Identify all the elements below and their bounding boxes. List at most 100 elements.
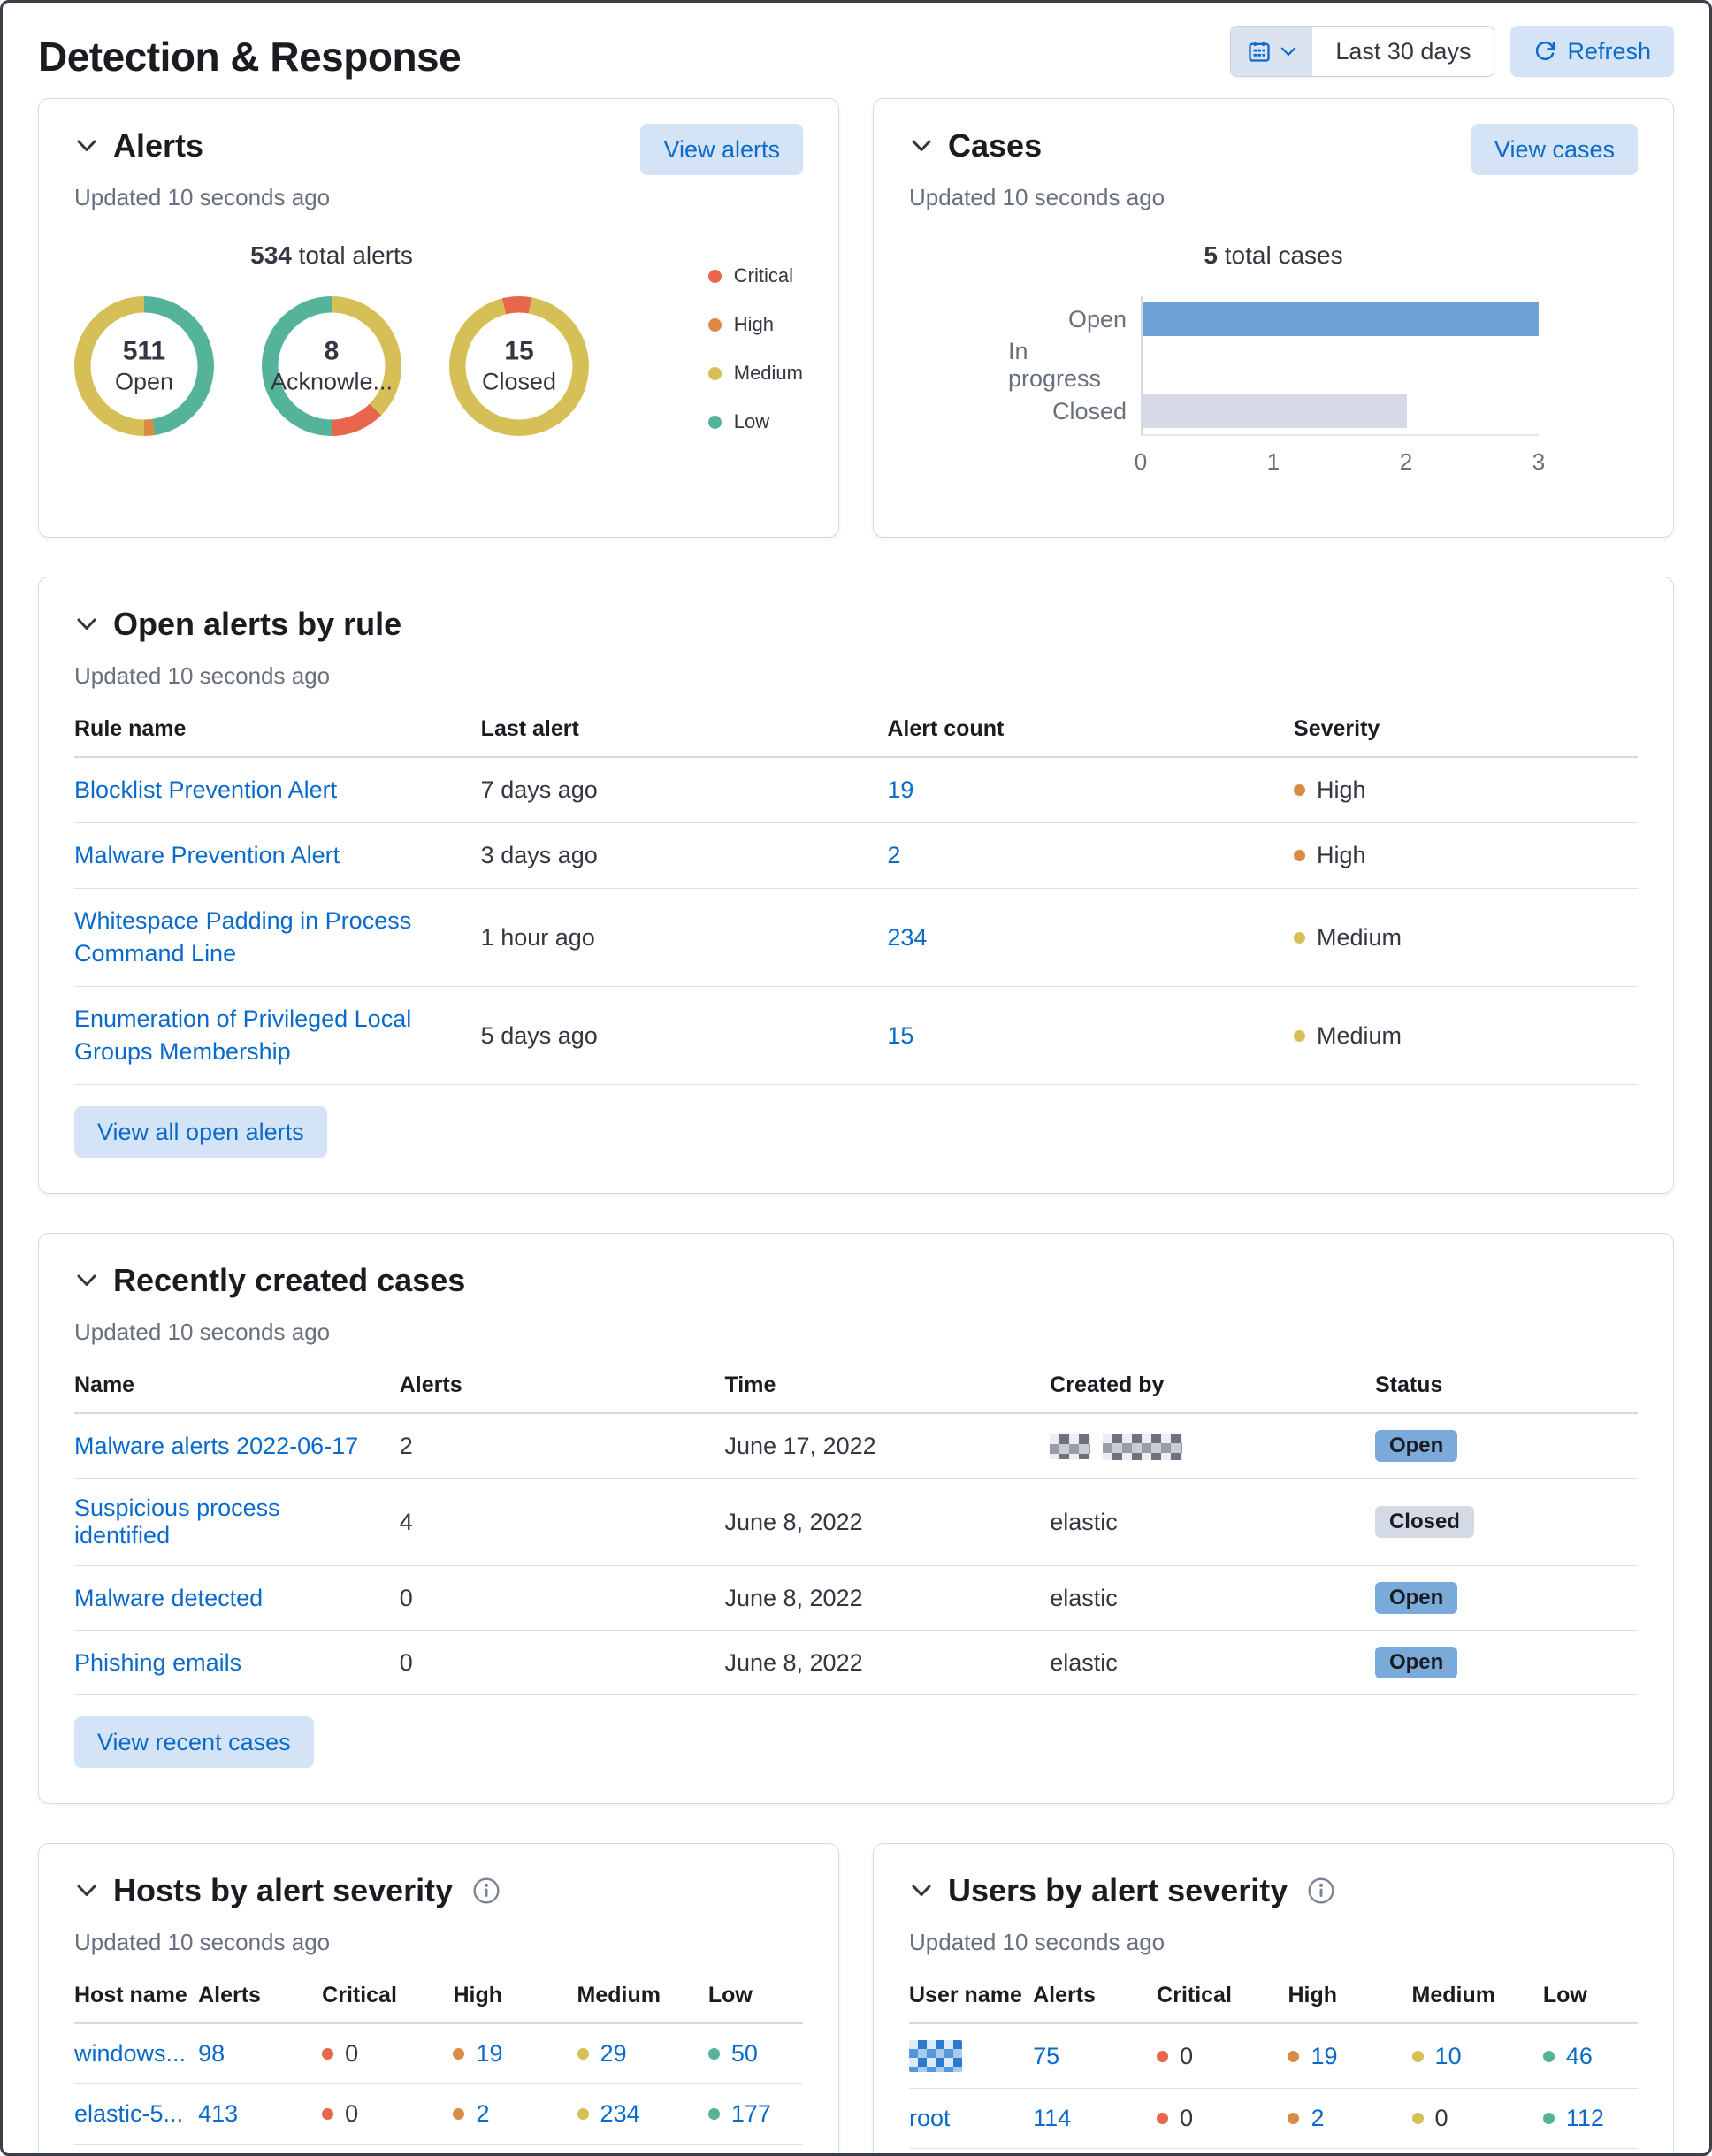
hosts-table-header: Host name Alerts Critical High Medium Lo…	[74, 1983, 803, 2024]
high-count[interactable]: 2	[1311, 2105, 1325, 2131]
case-link[interactable]: Phishing emails	[74, 1648, 242, 1676]
cases-collapse-toggle[interactable]	[909, 137, 934, 155]
critical-count[interactable]: 0	[1180, 2105, 1194, 2131]
user-alerts-link[interactable]: 114	[1033, 2105, 1072, 2131]
col-rule-name[interactable]: Rule name	[74, 716, 187, 741]
donut-open-value: 511	[122, 336, 166, 366]
view-all-open-alerts-button[interactable]: View all open alerts	[74, 1106, 327, 1158]
col-medium[interactable]: Medium	[577, 1983, 661, 2007]
cases-chart: 5 total cases Open In progress Closed	[1008, 241, 1545, 484]
user-link[interactable]: root	[909, 2105, 951, 2131]
rule-link[interactable]: Blocklist Prevention Alert	[74, 776, 338, 803]
low-count[interactable]: 50	[730, 2040, 758, 2067]
low-count[interactable]: 177	[730, 2100, 771, 2127]
users-collapse-toggle[interactable]	[909, 1882, 934, 1900]
donut-open: 511 Open	[74, 296, 214, 436]
host-alerts-link[interactable]: 413	[198, 2100, 239, 2127]
legend-medium[interactable]: Medium	[707, 362, 803, 385]
chevron-down-icon	[76, 139, 97, 153]
legend-high[interactable]: High	[707, 313, 803, 336]
recent-cases-collapse-toggle[interactable]	[74, 1272, 99, 1289]
legend-low[interactable]: Low	[707, 410, 803, 433]
col-created-by[interactable]: Created by	[1050, 1372, 1165, 1397]
table-row: Malware alerts 2022-06-17 2 June 17, 202…	[74, 1414, 1638, 1479]
hosts-updated: Updated 10 seconds ago	[74, 1929, 331, 1955]
medium-count[interactable]: 234	[600, 2100, 640, 2127]
table-row: root 114 0 2 0 112	[909, 2089, 1638, 2149]
medium-dot-icon	[1411, 2050, 1424, 2062]
alerts-total: 534 total alerts	[74, 241, 589, 270]
col-host-name[interactable]: Host name	[74, 1983, 187, 2007]
chevron-down-icon	[76, 617, 97, 631]
high-dot-icon	[1288, 2113, 1300, 2124]
info-icon[interactable]	[472, 1877, 501, 1905]
view-cases-button[interactable]: View cases	[1471, 124, 1638, 175]
rule-link[interactable]: Enumeration of Privileged Local Groups M…	[74, 1005, 412, 1065]
high-count[interactable]: 19	[476, 2040, 503, 2067]
table-row: Malware detected 0 June 8, 2022 elastic …	[74, 1566, 1638, 1631]
legend-critical[interactable]: Critical	[707, 264, 803, 287]
col-status[interactable]: Status	[1374, 1372, 1443, 1397]
user-link-redacted[interactable]	[909, 2040, 962, 2072]
alert-count-link[interactable]: 19	[887, 776, 914, 803]
refresh-button[interactable]: Refresh	[1510, 26, 1674, 77]
view-alerts-button[interactable]: View alerts	[640, 124, 803, 175]
low-dot-icon	[707, 2108, 720, 2120]
host-alerts-link[interactable]: 98	[198, 2040, 225, 2067]
high-count[interactable]: 2	[476, 2100, 490, 2127]
col-low[interactable]: Low	[707, 1983, 753, 2007]
alerts-panel: Alerts View alerts Updated 10 seconds ag…	[38, 98, 839, 538]
col-low[interactable]: Low	[1542, 1983, 1587, 2007]
col-critical[interactable]: Critical	[322, 1983, 397, 2007]
col-severity[interactable]: Severity	[1294, 716, 1380, 741]
host-link[interactable]: elastic-5...	[74, 2100, 184, 2127]
view-recent-cases-button[interactable]: View recent cases	[74, 1716, 314, 1768]
col-high[interactable]: High	[1288, 1983, 1338, 2007]
status-badge: Closed	[1374, 1506, 1474, 1538]
critical-count[interactable]: 0	[1180, 2042, 1194, 2069]
donut-acknowledged-label: Acknowle...	[270, 368, 394, 395]
date-range-picker[interactable]: Last 30 days	[1230, 26, 1495, 77]
chevron-down-icon	[76, 1273, 97, 1288]
col-time[interactable]: Time	[724, 1372, 776, 1397]
user-alerts-link[interactable]: 75	[1033, 2042, 1060, 2069]
col-alerts[interactable]: Alerts	[198, 1983, 261, 2007]
medium-count[interactable]: 0	[1434, 2105, 1448, 2131]
case-time: June 17, 2022	[724, 1432, 876, 1459]
cases-bar-open[interactable]	[1143, 302, 1539, 336]
case-link[interactable]: Malware detected	[74, 1584, 264, 1611]
date-quick-select-button[interactable]	[1231, 27, 1313, 76]
case-link[interactable]: Malware alerts 2022-06-17	[74, 1432, 359, 1459]
info-icon[interactable]	[1307, 1877, 1335, 1905]
cases-bar-closed[interactable]	[1143, 394, 1407, 428]
col-alert-count[interactable]: Alert count	[887, 716, 1005, 741]
low-count[interactable]: 46	[1565, 2042, 1593, 2069]
medium-count[interactable]: 10	[1434, 2042, 1462, 2069]
col-alerts[interactable]: Alerts	[1033, 1983, 1096, 2007]
alerts-collapse-toggle[interactable]	[74, 137, 99, 155]
open-alerts-collapse-toggle[interactable]	[74, 615, 99, 633]
col-critical[interactable]: Critical	[1157, 1983, 1232, 2007]
rule-link[interactable]: Malware Prevention Alert	[74, 842, 340, 868]
time-range-value[interactable]: Last 30 days	[1312, 27, 1494, 76]
table-row: windows... 98 0 19 29 50	[74, 2024, 803, 2084]
hosts-collapse-toggle[interactable]	[74, 1882, 99, 1900]
col-alerts[interactable]: Alerts	[399, 1372, 462, 1397]
col-medium[interactable]: Medium	[1411, 1983, 1495, 2007]
alert-count-link[interactable]: 234	[887, 923, 928, 951]
alert-count-link[interactable]: 2	[887, 842, 901, 868]
alert-count-link[interactable]: 15	[887, 1021, 914, 1049]
medium-count[interactable]: 29	[600, 2040, 627, 2067]
medium-dot-icon	[577, 2048, 589, 2060]
case-link[interactable]: Suspicious process identified	[74, 1495, 280, 1548]
low-count[interactable]: 112	[1565, 2105, 1604, 2131]
rule-link[interactable]: Whitespace Padding in Process Command Li…	[74, 907, 412, 967]
col-high[interactable]: High	[453, 1983, 503, 2007]
col-last-alert[interactable]: Last alert	[480, 716, 579, 741]
high-count[interactable]: 19	[1311, 2042, 1338, 2069]
critical-count[interactable]: 0	[345, 2040, 359, 2067]
col-user-name[interactable]: User name	[909, 1983, 1022, 2007]
host-link[interactable]: windows...	[74, 2040, 187, 2067]
critical-count[interactable]: 0	[345, 2100, 359, 2127]
col-name[interactable]: Name	[74, 1372, 135, 1397]
